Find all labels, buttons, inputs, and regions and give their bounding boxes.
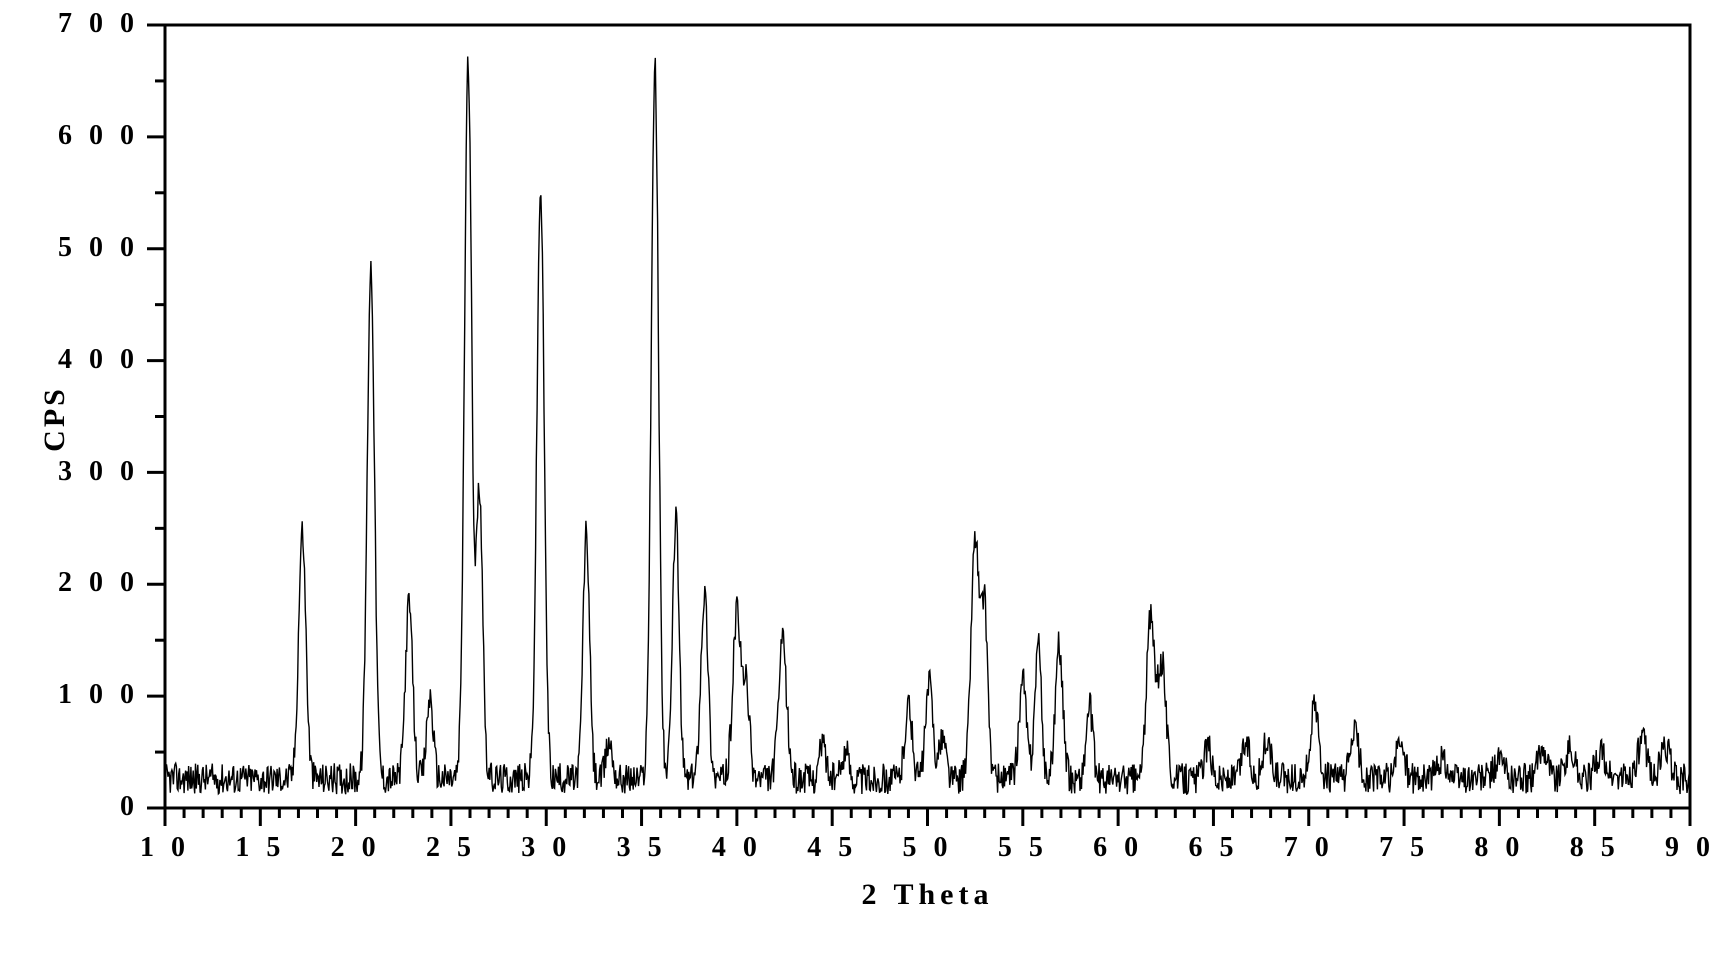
y-tick-label: 7 0 0: [58, 8, 139, 40]
x-tick-label: 7 0: [1284, 832, 1334, 864]
y-tick-label: 5 0 0: [58, 232, 139, 264]
x-tick-label: 5 5: [998, 832, 1048, 864]
y-tick-label: 6 0 0: [58, 120, 139, 152]
x-tick-label: 6 0: [1093, 832, 1143, 864]
x-tick-label: 2 0: [331, 832, 381, 864]
x-tick-label: 3 5: [617, 832, 667, 864]
x-tick-label: 8 5: [1570, 832, 1620, 864]
x-tick-label: 4 0: [712, 832, 762, 864]
y-axis-label: CPS: [38, 386, 72, 452]
y-tick-label: 2 0 0: [58, 567, 139, 599]
xrd-chart: CPS 2 Theta 0 1 0 0 2 0 0 3 0 0 4 0 0 5 0 0 6 …: [0, 0, 1715, 955]
y-tick-label: 0: [120, 791, 139, 823]
x-tick-label: 1 5: [235, 832, 285, 864]
x-tick-label: 9 0: [1665, 832, 1715, 864]
x-tick-label: 3 0: [521, 832, 571, 864]
x-axis-label: 2 Theta: [778, 878, 1078, 912]
y-tick-label: 1 0 0: [58, 679, 139, 711]
x-tick-label: 4 5: [807, 832, 857, 864]
x-tick-label: 8 0: [1474, 832, 1524, 864]
y-tick-label: 4 0 0: [58, 344, 139, 376]
x-tick-label: 1 0: [140, 832, 190, 864]
x-tick-label: 2 5: [426, 832, 476, 864]
chart-svg: [0, 0, 1715, 955]
x-tick-label: 5 0: [903, 832, 953, 864]
y-tick-label: 3 0 0: [58, 456, 139, 488]
x-tick-label: 6 5: [1188, 832, 1238, 864]
x-tick-label: 7 5: [1379, 832, 1429, 864]
